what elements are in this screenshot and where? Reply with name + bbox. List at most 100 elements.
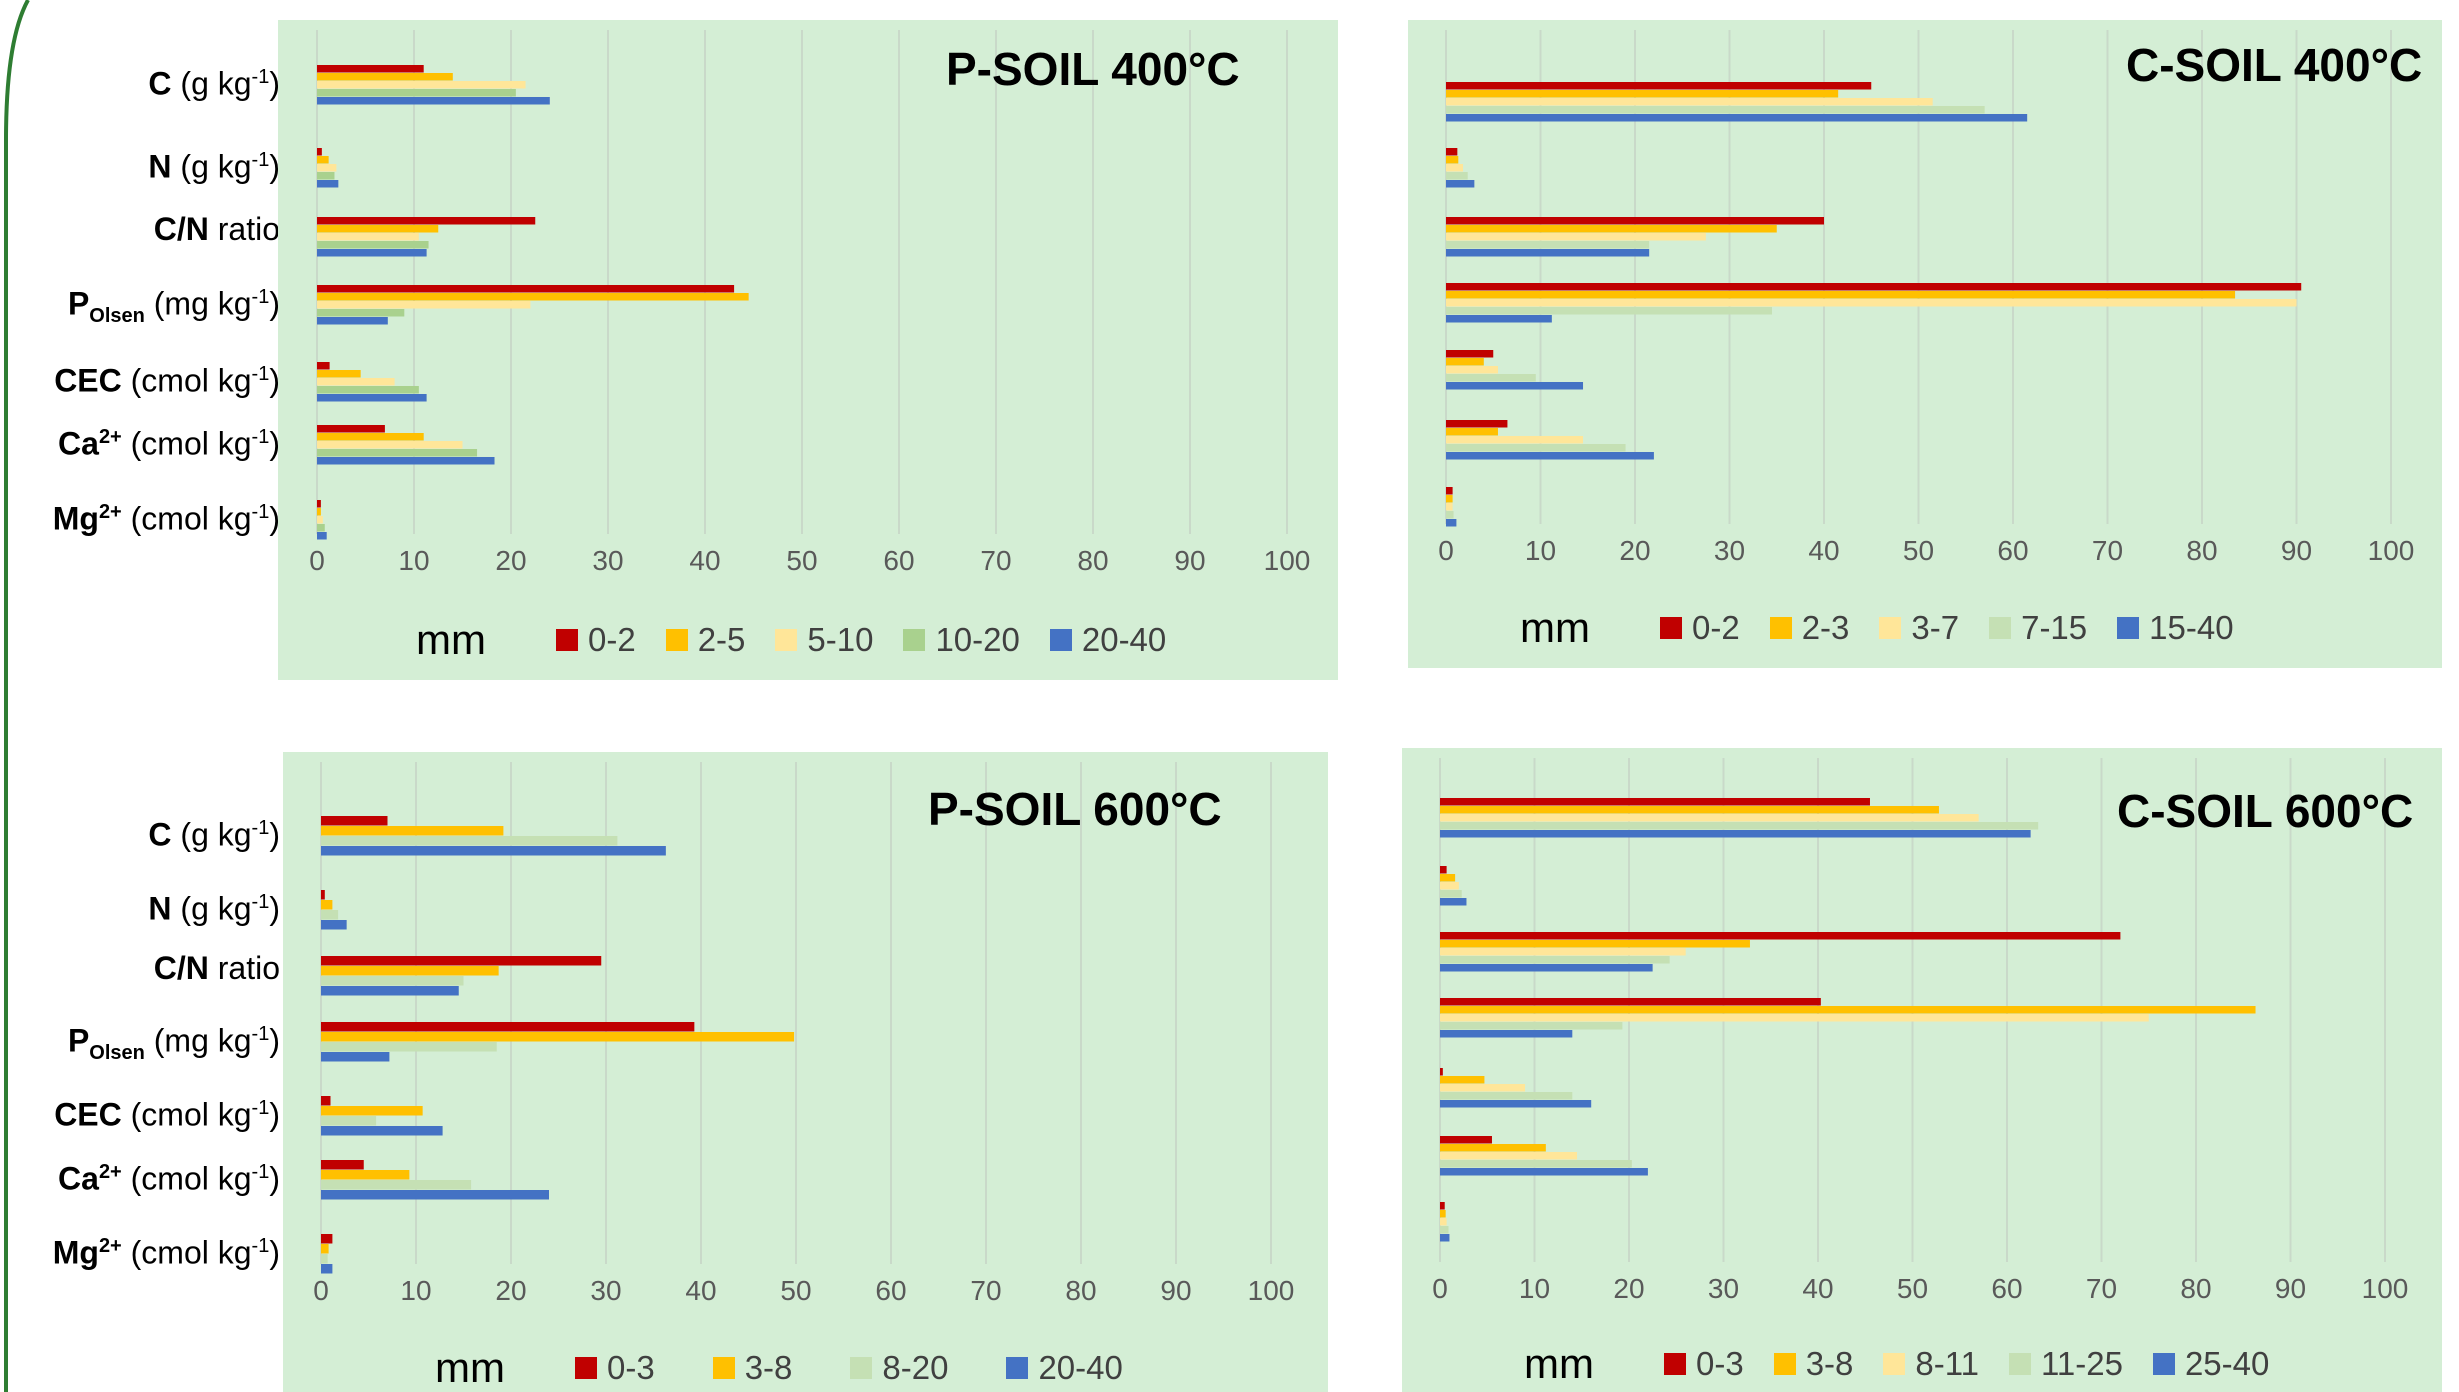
bar: [317, 449, 478, 457]
bar: [317, 156, 329, 164]
bar: [1440, 1076, 1485, 1084]
x-tick-label: 50: [780, 1275, 811, 1306]
legend-item: 0-3: [574, 1349, 655, 1387]
bar: [317, 378, 395, 386]
bar: [317, 233, 419, 241]
bar: [317, 457, 495, 465]
x-tick-label: 10: [400, 1275, 431, 1306]
bar: [321, 1042, 497, 1052]
chart-title: P-SOIL 600°C: [928, 783, 1222, 835]
x-tick-label: 100: [1248, 1275, 1295, 1306]
legend-label: 3-7: [1911, 609, 1960, 646]
x-tick-label: 0: [1438, 535, 1454, 566]
bar: [317, 441, 463, 449]
bar: [317, 164, 337, 172]
x-tick-label: 50: [786, 545, 817, 576]
legend-label: 0-3: [606, 1349, 655, 1386]
legend-item: 3-8: [1773, 1345, 1853, 1383]
bar: [321, 1022, 695, 1032]
legend-swatch: [850, 1357, 873, 1379]
chart-plot-p-soil-400: 0 10 20 30 40 50 60 70 80 90 100: [309, 30, 1310, 576]
x-tick-label: 30: [592, 545, 623, 576]
x-tick-label: 90: [1160, 1275, 1191, 1306]
category-label: CEC (cmol kg-1): [54, 362, 280, 399]
legend-swatch: [2009, 1353, 2031, 1375]
bar: [317, 386, 419, 394]
bar: [321, 1254, 328, 1264]
bar: [317, 172, 335, 180]
bar: [1446, 82, 1872, 90]
bar: [1446, 519, 1457, 527]
x-tick-label: 20: [495, 1275, 526, 1306]
chart-panel-c-soil-600: 0 10 20 30 40 50 60 70 80 90 100 C-SOIL 600°C mm 0-…: [1402, 748, 2442, 1392]
bar: [317, 394, 427, 402]
bar: [317, 370, 361, 378]
bar: [317, 65, 424, 73]
legend-item: 20-40: [1049, 621, 1166, 659]
legend-item: 3-7: [1879, 609, 1959, 647]
bar: [1440, 822, 2039, 830]
bar: [317, 285, 735, 293]
bar: [1446, 98, 1933, 106]
bar: [321, 1160, 364, 1170]
x-tick-label: 10: [398, 545, 429, 576]
x-tick-label: 60: [875, 1275, 906, 1306]
chart-title: C-SOIL 600°C: [2117, 785, 2414, 837]
x-tick-label: 20: [495, 545, 526, 576]
category-label: Ca2+ (cmol kg-1): [58, 1160, 280, 1197]
bar: [317, 217, 536, 225]
bar: [1440, 964, 1653, 972]
x-tick-label: 20: [1619, 535, 1650, 566]
chart-panel-p-soil-600: 0 10 20 30 40 50 60 70 80 90 100 P-SOIL 600°C mm 0-…: [283, 752, 1328, 1392]
x-tick-label: 100: [2362, 1273, 2409, 1304]
legend-label: 8-20: [882, 1349, 949, 1386]
bar: [1440, 866, 1447, 874]
legend-item: 2-3: [1769, 609, 1849, 647]
chart-plot-c-soil-400: 0 10 20 30 40 50 60 70 80 90 100: [1438, 30, 2414, 566]
x-tick-label: 80: [1077, 545, 1108, 576]
bar: [321, 976, 464, 986]
bar: [1446, 503, 1453, 511]
bar: [317, 516, 323, 524]
bar: [1446, 106, 1985, 114]
chart-title: C-SOIL 400°C: [2126, 39, 2423, 91]
category-label: C (g kg-1): [148, 816, 280, 853]
bar: [321, 1116, 377, 1126]
bar: [1446, 148, 1458, 156]
bar: [1446, 366, 1498, 374]
legend-unit-label: mm: [416, 616, 486, 663]
bar: [1440, 1014, 2149, 1022]
bar: [317, 532, 327, 540]
legend-item: 3-8: [712, 1349, 792, 1387]
bar: [321, 1244, 329, 1254]
bar: [1440, 1092, 1573, 1100]
x-tick-label: 70: [980, 545, 1011, 576]
legend-label: 0-2: [1691, 609, 1740, 646]
legend-label: 2-5: [697, 621, 746, 658]
bar: [1446, 452, 1654, 460]
x-tick-label: 50: [1903, 535, 1934, 566]
bar: [317, 301, 531, 309]
bar: [1440, 1144, 1546, 1152]
legend-label: 8-11: [1915, 1345, 1979, 1382]
x-tick-label: 10: [1525, 535, 1556, 566]
legend-label: 5-10: [807, 621, 874, 658]
legend-swatch: [1659, 617, 1682, 639]
x-tick-label: 0: [313, 1275, 329, 1306]
legend-swatch: [574, 1357, 597, 1379]
bar: [1440, 1136, 1492, 1144]
x-tick-label: 60: [1991, 1273, 2022, 1304]
bar: [1440, 998, 1821, 1006]
legend-swatch: [712, 1357, 735, 1379]
chart-legend: mm 0-3 3-8 8-20 20-40: [435, 1344, 1181, 1392]
legend-item: 7-15: [1989, 609, 2087, 647]
bar: [1440, 1022, 1623, 1030]
bar: [1440, 814, 1979, 822]
x-tick-label: 0: [309, 545, 325, 576]
bar: [1446, 350, 1494, 358]
legend-item: 10-20: [903, 621, 1020, 659]
legend-label: 11-25: [2041, 1345, 2123, 1382]
bar: [321, 816, 388, 826]
bar: [1440, 1030, 1573, 1038]
x-tick-label: 40: [1808, 535, 1839, 566]
